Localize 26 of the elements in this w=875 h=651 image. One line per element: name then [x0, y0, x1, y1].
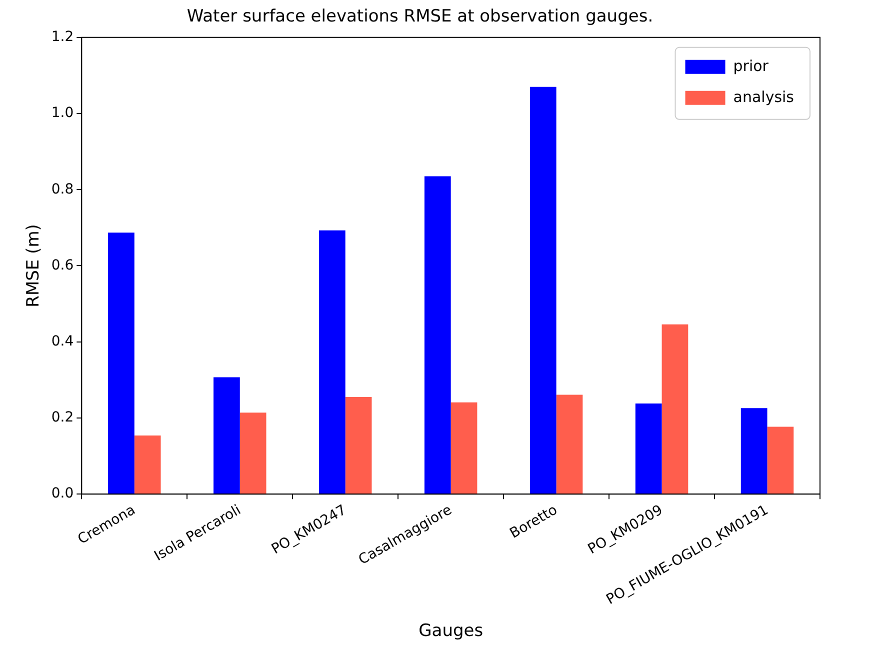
bar: [556, 394, 583, 494]
y-tick-label: 0.0: [51, 486, 74, 502]
legend-label: analysis: [733, 88, 794, 106]
bar: [767, 426, 794, 494]
bar: [108, 232, 134, 494]
bar: [214, 377, 240, 494]
bar: [530, 86, 556, 494]
y-tick-label: 0.6: [51, 257, 74, 274]
bar: [740, 408, 768, 494]
bar: [450, 402, 478, 494]
bar: [635, 403, 662, 494]
y-tick-label: 0.8: [51, 181, 74, 198]
x-axis-title: Gauges: [418, 621, 484, 642]
legend-label: prior: [733, 56, 770, 75]
bar: [345, 397, 372, 494]
y-axis-title: RMSE (m): [24, 224, 44, 308]
y-tick-label: 1.0: [51, 105, 74, 122]
y-tick-label: 1.2: [51, 29, 74, 46]
bar: [134, 435, 161, 494]
y-tick-label: 0.2: [51, 410, 74, 426]
y-tick-label: 0.4: [51, 333, 74, 350]
bar: [318, 230, 346, 494]
bar: [424, 176, 451, 494]
chart-title: Water surface elevations RMSE at observation gauges.: [186, 6, 654, 27]
bar: [240, 412, 266, 494]
bar: [662, 324, 688, 494]
